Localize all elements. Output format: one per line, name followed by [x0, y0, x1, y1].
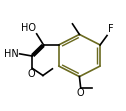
Text: F: F: [108, 24, 113, 34]
Text: O: O: [28, 69, 35, 79]
Text: HN: HN: [4, 49, 19, 59]
Text: O: O: [76, 88, 84, 98]
Text: HO: HO: [21, 23, 36, 33]
